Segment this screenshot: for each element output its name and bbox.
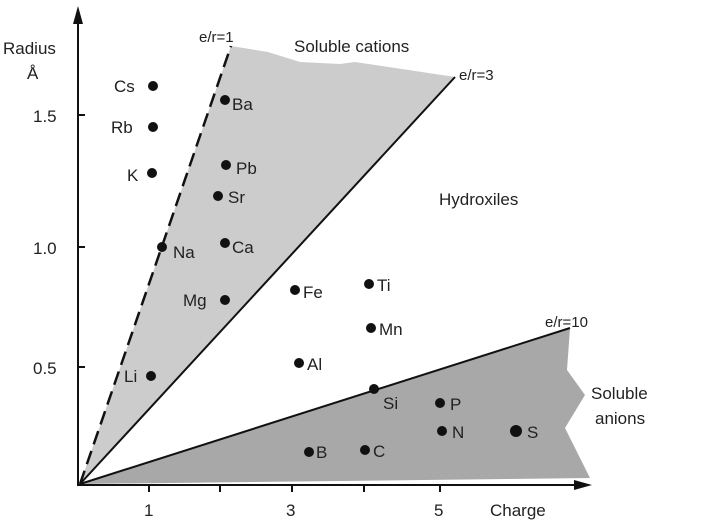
- point-label: Mg: [183, 291, 207, 310]
- y-tick-label: 1.0: [33, 239, 57, 258]
- soluble-anions-label: anions: [595, 409, 645, 428]
- point-sr: [213, 191, 223, 201]
- point-n: [437, 426, 447, 436]
- point-label: Ca: [232, 238, 254, 257]
- point-li: [146, 371, 156, 381]
- point-label: B: [316, 443, 327, 462]
- soluble-anions-label: Soluble: [591, 384, 648, 403]
- y-tick-label: 1.5: [33, 107, 57, 126]
- y-axis-arrow-icon: [73, 6, 83, 24]
- point-ba: [220, 95, 230, 105]
- point-p: [435, 398, 445, 408]
- point-al: [294, 358, 304, 368]
- y-axis-title: Radius: [3, 39, 56, 58]
- point-label: Pb: [236, 159, 257, 178]
- x-tick-label: 3: [286, 501, 295, 520]
- point-label: S: [527, 423, 538, 442]
- y-ticks: [78, 114, 85, 368]
- point-cs: [148, 81, 158, 91]
- data-points: [146, 81, 522, 457]
- point-mn: [366, 323, 376, 333]
- point-label: Ba: [232, 95, 253, 114]
- point-label: N: [452, 423, 464, 442]
- x-axis-arrow-icon: [574, 480, 592, 490]
- er10-label: e/r=10: [545, 314, 588, 331]
- point-label: K: [127, 166, 139, 185]
- x-tick-label: 5: [434, 501, 443, 520]
- point-k: [147, 168, 157, 178]
- x-ticks: [148, 485, 441, 492]
- point-fe: [290, 285, 300, 295]
- hydroxiles-label: Hydroxiles: [439, 190, 518, 209]
- point-rb: [148, 122, 158, 132]
- point-pb: [221, 160, 231, 170]
- point-ca: [220, 238, 230, 248]
- y-tick-label: 0.5: [33, 359, 57, 378]
- x-axis-title: Charge: [490, 501, 546, 520]
- point-label: Na: [173, 243, 195, 262]
- point-label: Fe: [303, 283, 323, 302]
- point-ti: [364, 279, 374, 289]
- point-label: Cs: [114, 77, 135, 96]
- point-label: Li: [124, 367, 137, 386]
- er1-label: e/r=1: [199, 29, 234, 46]
- er1-line: [78, 45, 233, 485]
- point-label: Mn: [379, 320, 403, 339]
- point-label: Sr: [228, 188, 245, 207]
- soluble-cations-label: Soluble cations: [294, 37, 409, 56]
- point-na: [157, 242, 167, 252]
- er3-label: e/r=3: [459, 67, 494, 84]
- point-si: [369, 384, 379, 394]
- y-axis-title-unit: Å: [27, 64, 39, 83]
- x-tick-label: 1: [144, 501, 153, 520]
- point-label: C: [373, 442, 385, 461]
- er3-line: [79, 76, 456, 485]
- point-mg: [220, 295, 230, 305]
- point-label: Ti: [377, 276, 391, 295]
- er10-line: [79, 327, 571, 485]
- point-label: Al: [307, 355, 322, 374]
- point-label: Si: [383, 394, 398, 413]
- point-s: [510, 425, 522, 437]
- point-label: P: [450, 395, 461, 414]
- point-b: [304, 447, 314, 457]
- point-label: Rb: [111, 118, 133, 137]
- soluble-cations-region: [80, 46, 455, 484]
- point-c: [360, 445, 370, 455]
- soluble-anions-region: [80, 328, 590, 484]
